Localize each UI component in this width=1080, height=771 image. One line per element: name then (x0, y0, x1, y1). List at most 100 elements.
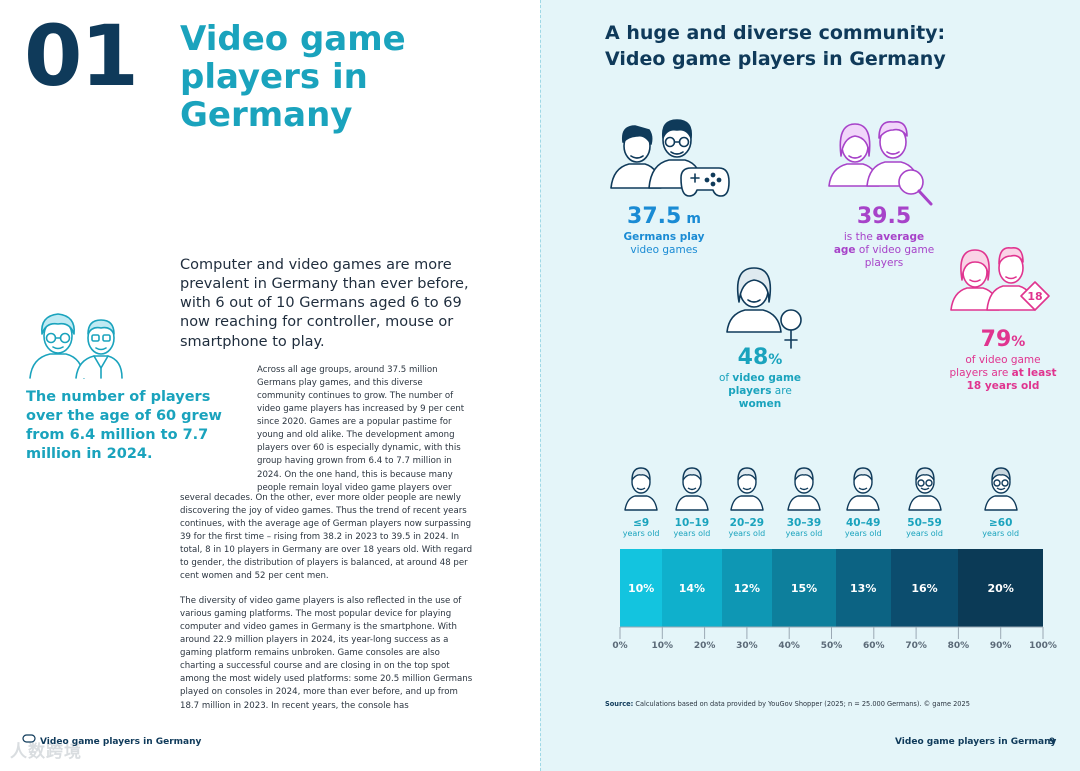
axis-tick-label: 30% (736, 641, 758, 651)
elderly-couple-icon (29, 313, 123, 379)
stat-total-players-unit: m (686, 211, 701, 227)
woman-gender-icon (726, 267, 802, 349)
age-years-old: years old (982, 529, 1020, 539)
right-page: A huge and diverse community: Video game… (540, 0, 1080, 771)
stat-average-age-line2b: of video game (855, 243, 935, 256)
stat-average-age-line3: players (864, 256, 904, 269)
age-years-old: years old (785, 529, 823, 539)
age-range: 20–29 (729, 517, 765, 529)
age-range: 30–39 (786, 517, 822, 529)
axis-tick-label: 50% (820, 641, 843, 651)
stat-adult-share-unit: % (1011, 334, 1026, 350)
person-age-icon (624, 467, 658, 511)
footer-title: Video game players in Germany (40, 737, 202, 747)
infographic-title: A huge and diverse community: Video game… (605, 22, 946, 71)
bar-segment: 20% (958, 549, 1043, 627)
stat-women-share-line2: players (728, 384, 772, 397)
stat-adult-share: 79% of video game players are at least 1… (943, 326, 1063, 393)
stat-average-age-line1b: average (876, 230, 925, 243)
age-group-label: 50–59 years old (895, 517, 955, 538)
bar-value-label: 15% (790, 581, 818, 595)
bar-segment: 13% (835, 549, 891, 627)
axis-tick-label: 20% (693, 641, 716, 651)
age-years-old: years old (728, 529, 766, 539)
stat-average-age-line1a: is the (843, 230, 877, 243)
person-age-icon (730, 467, 764, 511)
gamer-couple-controller-icon (610, 119, 730, 197)
page-number: 9 (1049, 737, 1056, 747)
age-group-label: ≥60 years old (971, 517, 1031, 538)
axis-tick-label: 100% (1029, 641, 1057, 651)
stat-adult-share-line3: 18 years old (966, 379, 1040, 392)
stat-total-players-line2: video games (630, 243, 698, 256)
age-range: ≤9 (633, 517, 650, 529)
adult-couple-badge-icon: 18 (950, 246, 1050, 311)
age-range: ≥60 (988, 517, 1013, 529)
axis-tick-label: 60% (863, 641, 885, 651)
source-note: Source: Calculations based on data provi… (605, 700, 1045, 708)
bar-value-label: 14% (678, 581, 706, 595)
body-text-paragraph-2: The diversity of video game players is a… (180, 596, 473, 711)
couple-magnifier-icon (828, 120, 933, 206)
bar-segment: 12% (721, 549, 773, 627)
age-range: 10–19 (674, 517, 710, 529)
stat-adult-share-line2a: players are (949, 366, 1012, 379)
bar-value-label: 10% (627, 581, 655, 595)
stat-women-share-line1b: video game (732, 371, 802, 384)
stat-women-share: 48% of video game players are women (705, 344, 815, 411)
chapter-number: 01 (24, 7, 139, 105)
axis-tick-label: 10% (651, 641, 674, 651)
left-page: 01 Video game players in Germany Compute… (10, 7, 473, 762)
age-group-label: 20–29 years old (717, 517, 777, 538)
chapter-title: Video game players in Germany (180, 19, 406, 136)
stat-average-age-value: 39.5 (856, 204, 912, 229)
bar-value-label: 12% (733, 581, 761, 595)
bar-segment: 10% (620, 549, 663, 627)
axis-tick-label: 70% (905, 641, 927, 651)
age-range: 50–59 (907, 517, 942, 529)
adult-badge-label: 18 (1027, 290, 1042, 303)
lead-paragraph: Computer and video games are more preval… (180, 257, 469, 350)
age-group-label: 40–49 years old (833, 517, 893, 538)
bar-segment: 14% (662, 549, 722, 627)
stat-total-players-value: 37.5 (627, 204, 682, 229)
body-text-paragraph-1-continued: several decades. On the other, ever more… (180, 493, 473, 582)
bar-value-label: 20% (987, 581, 1014, 595)
stat-women-share-line1a: of (718, 371, 733, 384)
highlight-statement: The number of players over the age of 60… (26, 389, 222, 462)
axis-tick-label: 40% (778, 641, 800, 651)
stat-total-players-line1: Germans play (623, 230, 705, 243)
axis-tick-label: 0% (612, 641, 628, 651)
stat-average-age: 39.5 is the average age of video game pl… (817, 203, 951, 270)
person-age-icon (846, 467, 880, 511)
watermark-text: 人数跨境 (10, 742, 82, 762)
age-group-label: ≤9 years old (611, 517, 671, 538)
age-group-label: 30–39 years old (774, 517, 834, 538)
stat-adult-share-line1: of video game (965, 353, 1041, 366)
watermark: 人数跨境 (10, 737, 82, 762)
axis-tick-label: 90% (989, 641, 1012, 651)
stat-total-players: 37.5 m Germans play video games (599, 203, 729, 257)
age-years-old: years old (906, 529, 943, 539)
person-age-icon (907, 467, 942, 511)
axis-gridlines (619, 626, 1044, 639)
age-years-old: years old (844, 529, 882, 539)
age-years-old: years old (673, 529, 711, 539)
age-years-old: years old (622, 529, 660, 539)
footer-title-right: Video game players in Germany (895, 737, 1057, 747)
source-text: Calculations based on data provided by Y… (633, 700, 970, 708)
stat-women-share-value: 48 (737, 345, 769, 370)
stat-average-age-line2a: age (833, 243, 856, 256)
stat-adult-share-value: 79 (980, 327, 1012, 352)
age-group-label: 10–19 years old (662, 517, 722, 538)
age-range: 40–49 (845, 517, 881, 529)
bar-value-label: 13% (850, 581, 877, 595)
source-label: Source: (605, 700, 634, 708)
body-text-paragraph-1: Across all age groups, around 37.5 milli… (257, 365, 465, 493)
footer-controller-icon (22, 734, 36, 743)
stat-women-share-line3: women (738, 397, 782, 410)
stat-women-share-line2b: are (771, 384, 792, 397)
bar-segment: 15% (772, 549, 836, 627)
bar-value-label: 16% (911, 581, 938, 595)
axis-tick-label: 80% (947, 641, 970, 651)
